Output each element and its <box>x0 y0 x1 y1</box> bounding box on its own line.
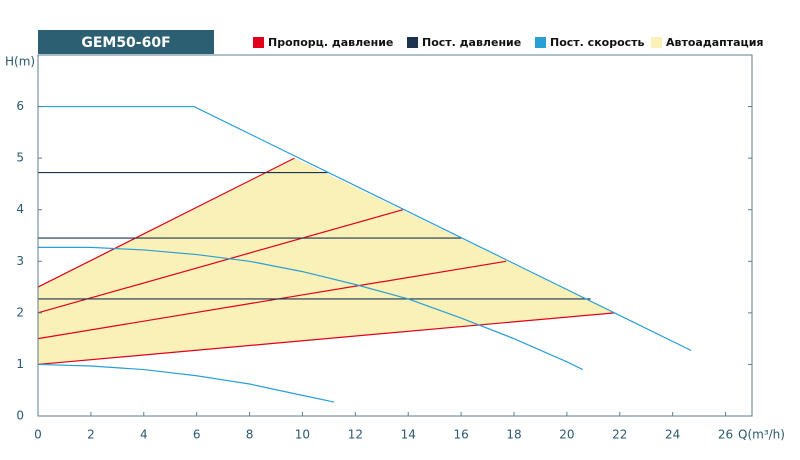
x-tick-label: 20 <box>559 428 574 442</box>
curve <box>38 246 584 371</box>
y-tick-label: 4 <box>16 202 24 216</box>
title-box <box>38 30 214 54</box>
y-tick-label: 2 <box>16 305 24 319</box>
area <box>38 158 615 365</box>
y-tick-label: 6 <box>16 99 24 113</box>
x-tick-label: 6 <box>193 428 201 442</box>
x-tick-label: 0 <box>34 428 42 442</box>
legend-swatch <box>253 37 264 48</box>
curve <box>37 312 615 366</box>
legend-label: Автоадаптация <box>666 36 763 49</box>
x-tick-label: 4 <box>140 428 148 442</box>
legend-swatch <box>535 37 546 48</box>
x-tick-label: 22 <box>612 428 627 442</box>
legend-label: Пост. давление <box>422 36 521 49</box>
curve <box>37 260 507 340</box>
curve <box>38 105 692 352</box>
plot-frame <box>37 54 753 417</box>
curve <box>37 363 335 403</box>
y-tick-label: 3 <box>16 254 24 268</box>
legend-swatch <box>651 37 662 48</box>
y-tick-label: 0 <box>16 409 24 423</box>
x-tick-label: 26 <box>718 428 733 442</box>
x-tick-label: 24 <box>665 428 680 442</box>
y-tick-label: 1 <box>16 357 24 371</box>
legend-label: Пост. скорость <box>550 36 645 49</box>
curve <box>37 157 295 288</box>
x-axis-label: Q(m³/h) <box>738 428 785 442</box>
x-tick-label: 16 <box>453 428 468 442</box>
legend-swatch <box>407 37 418 48</box>
x-tick-label: 12 <box>348 428 363 442</box>
x-tick-label: 8 <box>246 428 254 442</box>
y-axis-label: H(m) <box>5 55 35 69</box>
x-tick-label: 18 <box>506 428 521 442</box>
legend-label: Пропорц. давление <box>268 36 393 49</box>
x-tick-label: 2 <box>87 428 95 442</box>
curve <box>37 209 404 314</box>
chart-title: GEM50-60F <box>81 35 170 51</box>
x-tick-label: 14 <box>401 428 416 442</box>
y-tick-label: 5 <box>16 151 24 165</box>
x-tick-label: 10 <box>295 428 310 442</box>
